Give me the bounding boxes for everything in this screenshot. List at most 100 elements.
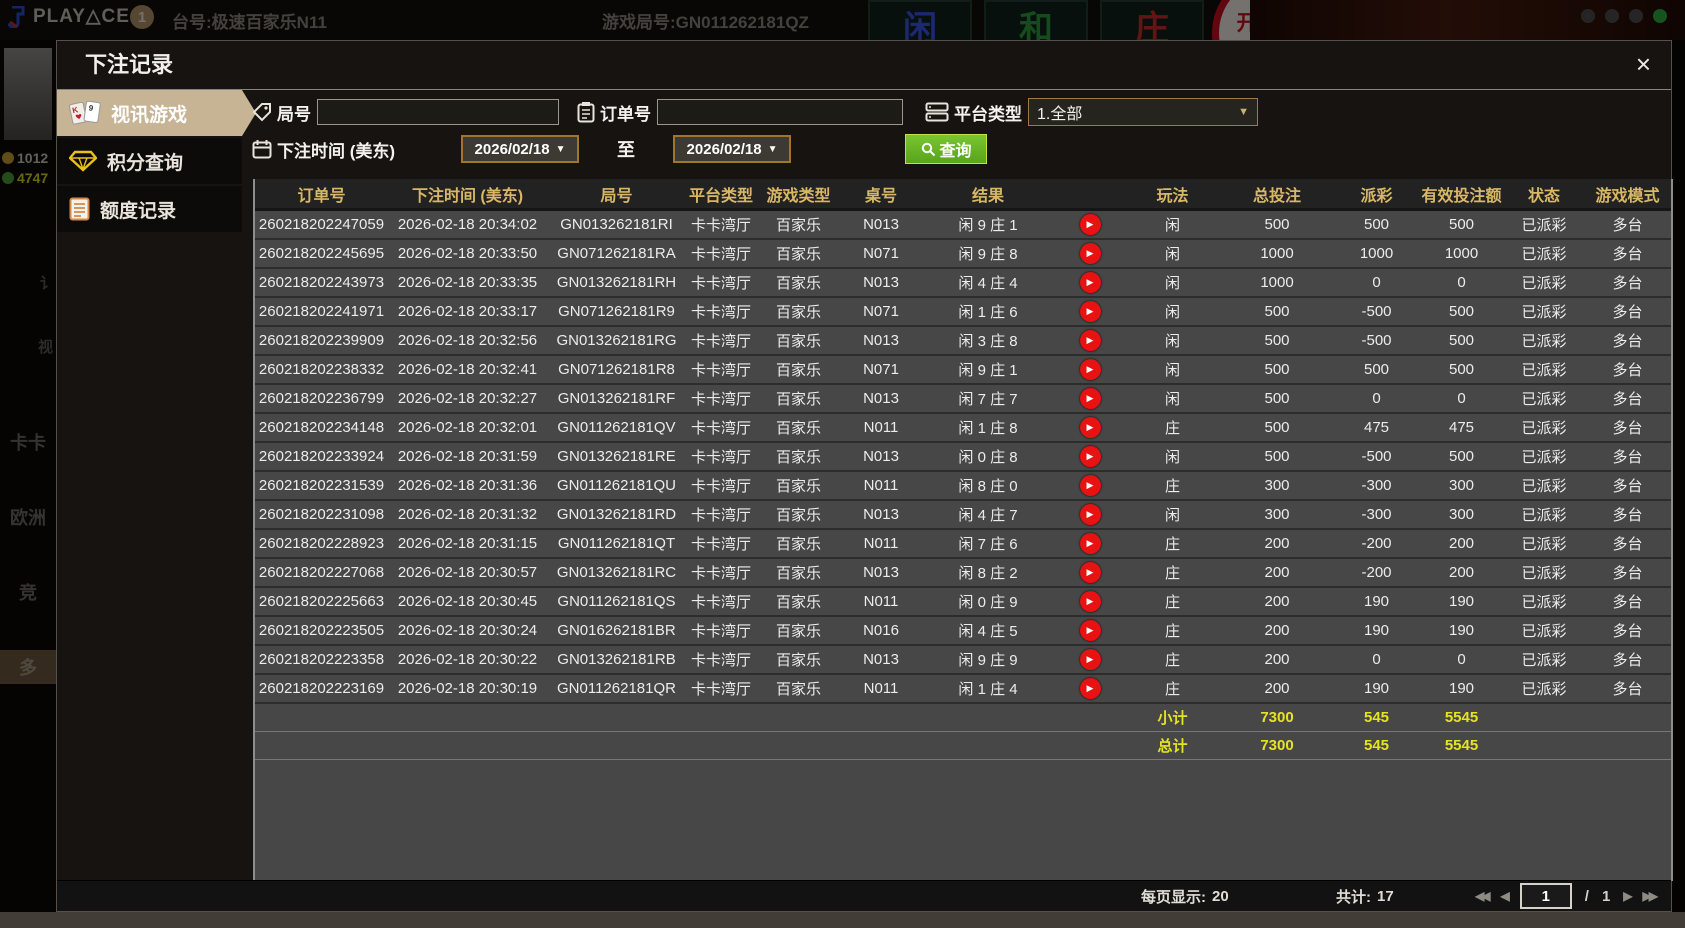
close-icon[interactable]: ×	[1635, 49, 1651, 79]
cell-payout: -500	[1334, 326, 1419, 356]
cell-replay: ▶	[1055, 268, 1125, 298]
cell-result: 闲 0 庄 8	[921, 442, 1055, 472]
page-total: 1	[1601, 887, 1611, 905]
cell-result: 闲 3 庄 8	[921, 326, 1055, 356]
rail-item-jing[interactable]: 竞	[19, 583, 37, 603]
replay-button[interactable]: ▶	[1079, 620, 1101, 641]
cell-play-type: 庄	[1125, 616, 1220, 646]
cell-empty	[255, 731, 388, 760]
tab-label: 积分查询	[107, 152, 184, 174]
bet-time-label: 下注时间 (美东)	[277, 141, 396, 161]
cell-round-id: GN013262181RB	[547, 645, 686, 675]
cell-table-no: N013	[841, 326, 921, 356]
cell-status: 已派彩	[1504, 471, 1584, 501]
replay-button[interactable]: ▶	[1079, 214, 1101, 235]
round-id-input[interactable]	[317, 99, 559, 125]
cell-valid-bet: 300	[1419, 500, 1504, 530]
cell-play-type: 闲	[1125, 297, 1220, 327]
tag-icon	[252, 102, 272, 122]
replay-button[interactable]: ▶	[1079, 591, 1101, 612]
replay-button[interactable]: ▶	[1079, 388, 1101, 409]
replay-button[interactable]: ▶	[1079, 649, 1101, 670]
cell-bet-time: 2026-02-18 20:30:57	[388, 558, 547, 588]
table-row: 260218202225663 2026-02-18 20:30:45 GN0112…	[255, 587, 1671, 617]
rail-item-multi[interactable]: 多	[0, 650, 56, 684]
subtotal-row: 小计 7300 545 5545	[255, 702, 1671, 732]
game-left-rail: 1012 4747 讠 视 卡卡 欧洲 竞 多	[0, 40, 56, 928]
cell-payout: 190	[1334, 587, 1419, 617]
table-row: 260218202231098 2026-02-18 20:31:32 GN0132…	[255, 500, 1671, 530]
table-row: 260218202227068 2026-02-18 20:30:57 GN0132…	[255, 558, 1671, 588]
cards-icon: K 9	[69, 99, 101, 127]
cell-table-no: N011	[841, 674, 921, 704]
tab-video-games[interactable]: K 9 视讯游戏	[57, 90, 256, 136]
replay-button[interactable]: ▶	[1079, 272, 1101, 293]
rail-item-kaka[interactable]: 卡卡	[10, 433, 46, 453]
cell-table-no: N013	[841, 500, 921, 530]
replay-button[interactable]: ▶	[1079, 678, 1101, 699]
cell-game-mode: 多台	[1584, 471, 1671, 501]
cell-game-type: 百家乐	[756, 297, 841, 327]
filter-row-2: 下注时间 (美东) 2026/02/18 ▼ 至 2026/02/18 ▼ 查询	[252, 134, 988, 164]
cell-status: 已派彩	[1504, 297, 1584, 327]
cell-order-id: 260218202223505	[255, 616, 388, 646]
table-row: 260218202241971 2026-02-18 20:33:17 GN0712…	[255, 297, 1671, 327]
header-result: 结果	[921, 179, 1055, 211]
replay-button[interactable]: ▶	[1079, 359, 1101, 380]
cell-total-bet: 500	[1220, 326, 1334, 356]
replay-button[interactable]: ▶	[1079, 301, 1101, 322]
replay-button[interactable]: ▶	[1079, 417, 1101, 438]
table-row: 260218202238332 2026-02-18 20:32:41 GN0712…	[255, 355, 1671, 385]
order-id-input[interactable]	[657, 99, 903, 125]
cell-game-type: 百家乐	[756, 209, 841, 240]
cell-order-id: 260218202236799	[255, 384, 388, 414]
cell-status: 已派彩	[1504, 355, 1584, 385]
date-from-picker[interactable]: 2026/02/18 ▼	[461, 135, 580, 163]
table-row: 260218202233924 2026-02-18 20:31:59 GN0132…	[255, 442, 1671, 472]
search-button[interactable]: 查询	[905, 134, 988, 164]
cell-order-id: 260218202231539	[255, 471, 388, 501]
rail-item-europe[interactable]: 欧洲	[10, 508, 46, 528]
cell-order-id: 260218202245695	[255, 239, 388, 269]
prev-page-icon[interactable]: ◀	[1500, 889, 1510, 903]
cell-empty	[1055, 731, 1125, 760]
clipboard-icon	[577, 101, 595, 123]
replay-button[interactable]: ▶	[1079, 446, 1101, 467]
avatar[interactable]	[4, 48, 52, 140]
table-row: 260218202245695 2026-02-18 20:33:50 GN0712…	[255, 239, 1671, 269]
cell-round-id: GN013262181RG	[547, 326, 686, 356]
replay-button[interactable]: ▶	[1079, 243, 1101, 264]
replay-button[interactable]: ▶	[1079, 533, 1101, 554]
coins-row: 1012	[2, 150, 48, 166]
page-number-input[interactable]	[1519, 883, 1572, 909]
calendar-icon	[252, 139, 272, 159]
first-page-icon[interactable]: ◀◀	[1475, 889, 1491, 903]
cell-round-id: GN011262181QT	[547, 529, 686, 559]
cell-bet-time: 2026-02-18 20:31:15	[388, 529, 547, 559]
platform-type-select[interactable]: 1.全部 ▼	[1028, 98, 1258, 126]
tab-credit-records[interactable]: 额度记录	[57, 186, 242, 232]
cell-game-type: 百家乐	[756, 645, 841, 675]
tab-label: 视讯游戏	[111, 104, 188, 126]
tab-points-query[interactable]: 积分查询	[57, 138, 242, 184]
replay-button[interactable]: ▶	[1079, 504, 1101, 525]
cell-round-id: GN013262181RI	[547, 209, 686, 240]
cell-play-type: 庄	[1125, 529, 1220, 559]
date-to-picker[interactable]: 2026/02/18 ▼	[673, 135, 792, 163]
next-page-icon[interactable]: ▶	[1623, 889, 1632, 903]
last-page-icon[interactable]: ▶▶	[1642, 889, 1659, 903]
cell-table-no: N013	[841, 384, 921, 414]
modal-footer: 每页显示: 20 共计: 17 ◀◀ ◀ / 1 ▶ ▶▶	[57, 880, 1671, 911]
cell-round-id: GN013262181RH	[547, 268, 686, 298]
cell-play-type: 庄	[1125, 645, 1220, 675]
cell-game-mode: 多台	[1584, 558, 1671, 588]
replay-button[interactable]: ▶	[1079, 475, 1101, 496]
replay-button[interactable]: ▶	[1079, 562, 1101, 583]
cell-empty	[686, 731, 756, 760]
cell-platform: 卡卡湾厅	[686, 268, 756, 298]
cell-order-id: 260218202233924	[255, 442, 388, 472]
replay-button[interactable]: ▶	[1079, 330, 1101, 351]
table-row: 260218202223169 2026-02-18 20:30:19 GN0112…	[255, 674, 1671, 704]
cell-order-id: 260218202223169	[255, 674, 388, 704]
cell-valid-bet: 500	[1419, 297, 1504, 327]
